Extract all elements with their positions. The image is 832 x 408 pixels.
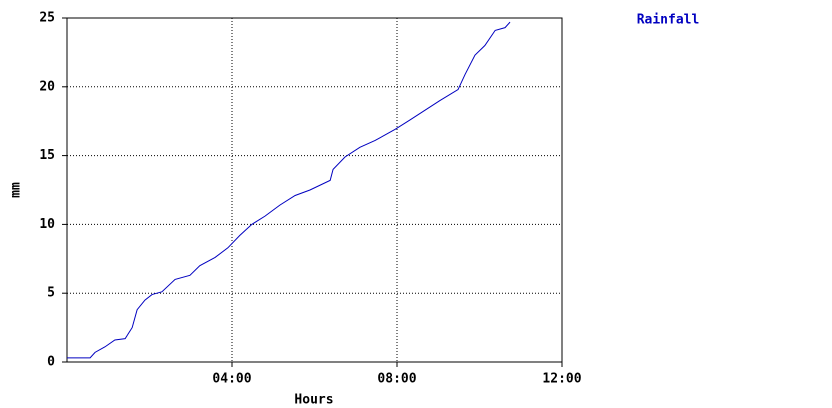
x-axis-label: Hours: [294, 393, 333, 408]
data-line: [67, 21, 511, 359]
y-tick-label: 25: [39, 11, 55, 26]
x-tick-label: 08:00: [377, 372, 416, 387]
x-tick-label: 12:00: [542, 372, 581, 387]
y-tick-label: 0: [47, 355, 55, 370]
x-tick-label: 04:00: [212, 372, 251, 387]
plot-area: [66, 17, 563, 363]
y-tick-label: 10: [39, 217, 55, 232]
y-axis-label: mm: [9, 182, 24, 198]
y-tick-label: 5: [47, 286, 55, 301]
y-tick-label: 15: [39, 148, 55, 163]
y-tick-label: 20: [39, 79, 55, 94]
legend-entry: Rainfall: [637, 13, 700, 28]
